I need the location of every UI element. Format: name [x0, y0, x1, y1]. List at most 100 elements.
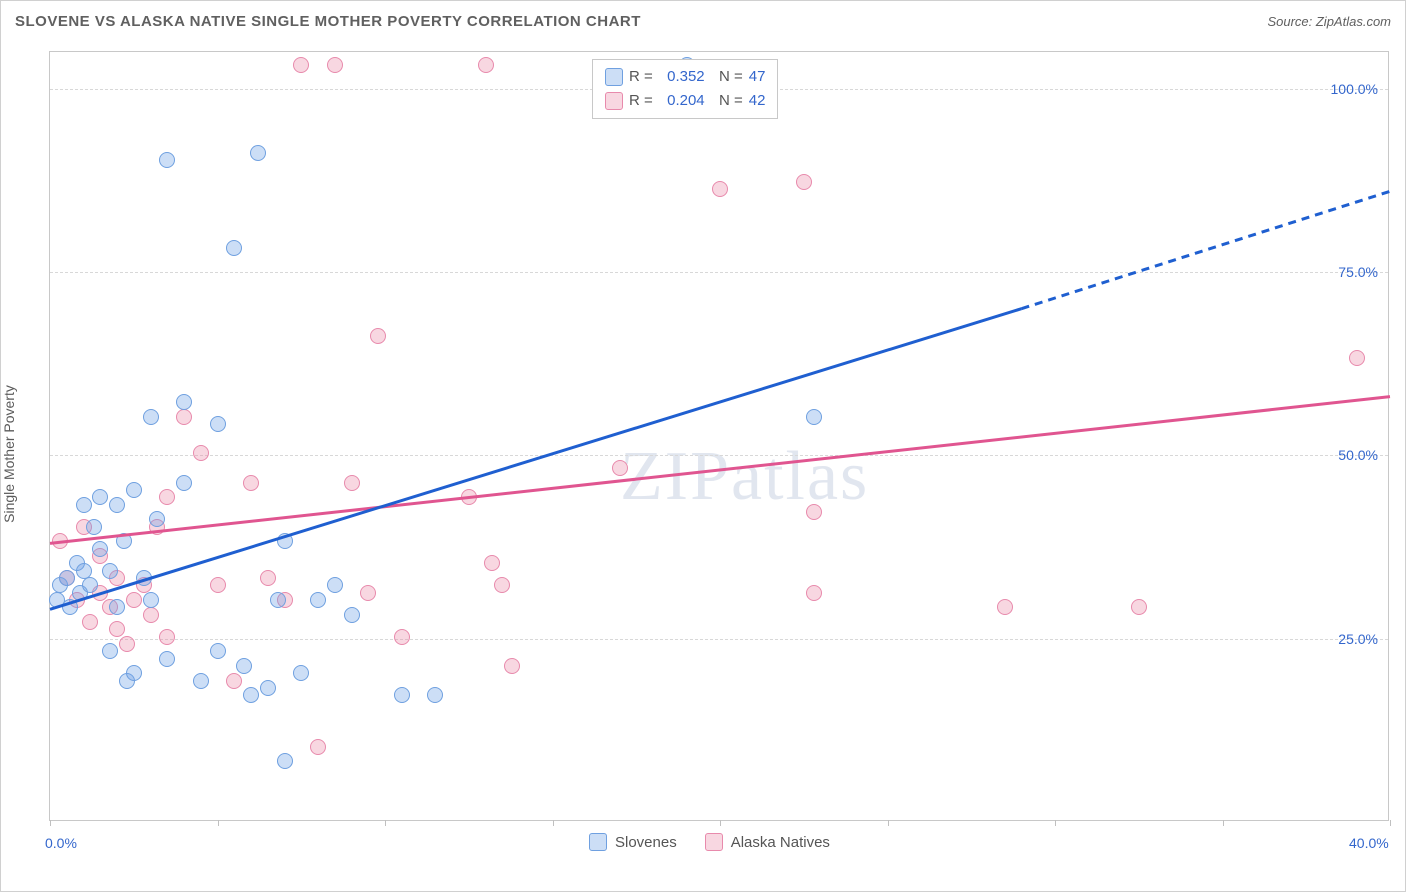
- scatter-point-alaska: [806, 504, 822, 520]
- gridline: [50, 272, 1388, 273]
- stats-swatch: [605, 92, 623, 110]
- scatter-point-slovenes: [176, 394, 192, 410]
- plot-area: ZIPatlas 25.0%50.0%75.0%100.0% R = 0.352…: [49, 51, 1389, 821]
- scatter-point-slovenes: [210, 643, 226, 659]
- scatter-point-alaska: [344, 475, 360, 491]
- x-tick-mark: [218, 820, 219, 826]
- y-tick-label: 100.0%: [1331, 81, 1378, 97]
- bottom-legend: Slovenes Alaska Natives: [589, 833, 830, 851]
- scatter-point-slovenes: [82, 577, 98, 593]
- scatter-point-alaska: [1349, 350, 1365, 366]
- scatter-point-alaska: [484, 555, 500, 571]
- y-axis-label: Single Mother Poverty: [1, 385, 17, 523]
- scatter-point-slovenes: [143, 409, 159, 425]
- scatter-point-alaska: [504, 658, 520, 674]
- scatter-point-slovenes: [86, 519, 102, 535]
- scatter-point-alaska: [478, 57, 494, 73]
- x-tick-mark: [1390, 820, 1391, 826]
- legend-label-alaska: Alaska Natives: [731, 834, 830, 851]
- scatter-point-slovenes: [277, 533, 293, 549]
- scatter-point-slovenes: [149, 511, 165, 527]
- stats-row: R = 0.204 N = 42: [605, 89, 765, 113]
- legend-item-slovenes: Slovenes: [589, 833, 677, 851]
- gridline: [50, 455, 1388, 456]
- legend-swatch-alaska: [705, 833, 723, 851]
- source-label: Source: ZipAtlas.com: [1267, 14, 1391, 29]
- scatter-point-alaska: [82, 614, 98, 630]
- scatter-point-alaska: [310, 739, 326, 755]
- scatter-point-slovenes: [427, 687, 443, 703]
- x-tick-mark: [1223, 820, 1224, 826]
- y-tick-label: 25.0%: [1338, 631, 1378, 647]
- scatter-point-slovenes: [109, 599, 125, 615]
- scatter-point-alaska: [293, 57, 309, 73]
- stat-n: 42: [749, 89, 766, 113]
- scatter-point-slovenes: [92, 541, 108, 557]
- scatter-point-alaska: [52, 533, 68, 549]
- scatter-point-slovenes: [159, 152, 175, 168]
- scatter-point-slovenes: [136, 570, 152, 586]
- scatter-point-slovenes: [806, 409, 822, 425]
- scatter-point-slovenes: [116, 533, 132, 549]
- x-tick-mark: [385, 820, 386, 826]
- scatter-point-alaska: [143, 607, 159, 623]
- scatter-point-slovenes: [59, 570, 75, 586]
- x-tick-mark: [720, 820, 721, 826]
- scatter-point-slovenes: [109, 497, 125, 513]
- chart-title: SLOVENE VS ALASKA NATIVE SINGLE MOTHER P…: [15, 13, 641, 30]
- scatter-point-slovenes: [176, 475, 192, 491]
- stat-n: 47: [749, 65, 766, 89]
- scatter-point-slovenes: [226, 240, 242, 256]
- scatter-point-slovenes: [260, 680, 276, 696]
- scatter-point-slovenes: [270, 592, 286, 608]
- scatter-point-alaska: [159, 629, 175, 645]
- stat-r: 0.352: [667, 65, 705, 89]
- scatter-point-slovenes: [126, 665, 142, 681]
- scatter-point-slovenes: [143, 592, 159, 608]
- scatter-point-alaska: [997, 599, 1013, 615]
- x-axis-max-label: 40.0%: [1349, 835, 1389, 851]
- scatter-point-alaska: [159, 489, 175, 505]
- x-tick-mark: [553, 820, 554, 826]
- scatter-point-alaska: [260, 570, 276, 586]
- scatter-point-slovenes: [277, 753, 293, 769]
- chart-container: SLOVENE VS ALASKA NATIVE SINGLE MOTHER P…: [0, 0, 1406, 892]
- scatter-point-alaska: [1131, 599, 1147, 615]
- scatter-point-slovenes: [250, 145, 266, 161]
- scatter-point-slovenes: [236, 658, 252, 674]
- scatter-point-slovenes: [159, 651, 175, 667]
- scatter-point-alaska: [176, 409, 192, 425]
- scatter-point-alaska: [210, 577, 226, 593]
- stat-r: 0.204: [667, 89, 705, 113]
- x-tick-mark: [1055, 820, 1056, 826]
- stats-swatch: [605, 68, 623, 86]
- gridline: [50, 639, 1388, 640]
- scatter-point-slovenes: [102, 563, 118, 579]
- scatter-point-alaska: [806, 585, 822, 601]
- x-tick-mark: [50, 820, 51, 826]
- scatter-point-alaska: [193, 445, 209, 461]
- scatter-point-slovenes: [243, 687, 259, 703]
- legend-label-slovenes: Slovenes: [615, 834, 677, 851]
- legend-swatch-slovenes: [589, 833, 607, 851]
- scatter-point-alaska: [494, 577, 510, 593]
- trend-lines: [50, 52, 1390, 822]
- scatter-point-slovenes: [327, 577, 343, 593]
- y-tick-label: 75.0%: [1338, 264, 1378, 280]
- scatter-point-alaska: [126, 592, 142, 608]
- scatter-point-slovenes: [92, 489, 108, 505]
- scatter-point-slovenes: [126, 482, 142, 498]
- x-tick-mark: [888, 820, 889, 826]
- scatter-point-alaska: [394, 629, 410, 645]
- scatter-point-alaska: [360, 585, 376, 601]
- scatter-point-alaska: [461, 489, 477, 505]
- scatter-point-slovenes: [394, 687, 410, 703]
- scatter-point-slovenes: [193, 673, 209, 689]
- scatter-point-alaska: [119, 636, 135, 652]
- scatter-point-slovenes: [344, 607, 360, 623]
- scatter-point-slovenes: [76, 497, 92, 513]
- y-tick-label: 50.0%: [1338, 447, 1378, 463]
- scatter-point-alaska: [243, 475, 259, 491]
- scatter-point-slovenes: [76, 563, 92, 579]
- watermark: ZIPatlas: [620, 437, 869, 517]
